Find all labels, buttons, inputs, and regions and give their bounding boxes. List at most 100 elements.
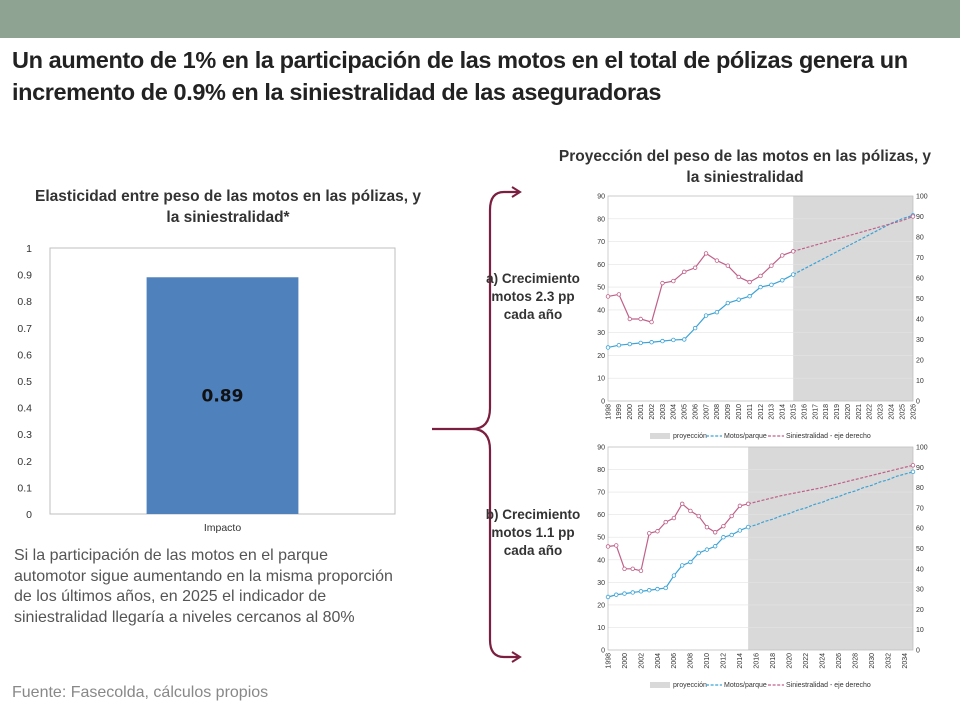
data-point [688, 559, 693, 565]
x-tick-label: 2008 [714, 404, 721, 420]
x-tick-label: 2006 [692, 404, 699, 420]
x-tick-label: 2011 [747, 404, 754, 419]
data-point [910, 469, 916, 475]
data-point [714, 258, 720, 263]
legend-label-motos: Motos/parque [724, 682, 767, 689]
y-tick-label: 90 [597, 194, 605, 201]
data-point [696, 513, 701, 519]
data-point [704, 524, 710, 530]
data-point [747, 279, 752, 285]
data-point [605, 544, 611, 549]
data-point [758, 284, 763, 290]
data-point [605, 594, 611, 600]
bar-data-label: 0.89 [202, 387, 244, 407]
data-point [679, 501, 685, 507]
series-projection-siniestralidad [793, 215, 914, 252]
y-tick-label: 0 [26, 509, 32, 521]
data-point [660, 280, 665, 286]
legend-label-proyeccion: proyección [673, 433, 707, 440]
data-point [747, 294, 752, 299]
y2-tick-label: 0 [916, 399, 920, 406]
y-tick-label: 0 [601, 648, 605, 655]
y-tick-label: 60 [597, 512, 605, 519]
x-tick-label: 1998 [605, 653, 612, 669]
x-tick-label: 1999 [616, 404, 623, 420]
data-point [712, 530, 718, 535]
data-point [725, 263, 731, 268]
data-point [769, 282, 774, 288]
x-tick-label: 2000 [622, 653, 629, 669]
data-point [682, 337, 687, 342]
data-point [737, 528, 743, 533]
data-point [721, 523, 726, 529]
x-tick-label: 1998 [605, 404, 612, 420]
data-point [725, 300, 731, 306]
y-tick-label: 70 [597, 490, 605, 497]
x-tick-label: 2010 [736, 404, 743, 420]
y-tick-label: 0.6 [17, 349, 32, 361]
x-tick-label: 2002 [638, 653, 645, 669]
series-line-motos [607, 274, 794, 349]
y-tick-label: 0.3 [17, 429, 32, 441]
explanation-paragraph: Si la participación de las motos en el p… [14, 547, 393, 626]
data-point [736, 297, 741, 302]
x-tick-label: 2026 [836, 653, 843, 669]
x-tick-label: 2023 [878, 404, 885, 420]
y2-tick-label: 0 [916, 648, 920, 655]
y2-tick-label: 100 [916, 445, 928, 452]
data-point [910, 214, 916, 219]
data-point [647, 531, 652, 536]
data-point [704, 547, 710, 552]
y-tick-label: 0.9 [17, 270, 32, 282]
x-tick-label: 2003 [660, 404, 667, 420]
y2-tick-label: 80 [916, 485, 924, 492]
data-point [745, 501, 751, 507]
x-tick-label: 2014 [780, 404, 787, 420]
data-point [758, 273, 763, 279]
data-point [671, 278, 676, 284]
y2-tick-label: 40 [916, 317, 924, 324]
y-tick-label: 50 [597, 285, 605, 292]
bar [146, 277, 299, 514]
x-tick-label: 2025 [899, 404, 906, 420]
data-point [769, 263, 774, 268]
data-point [729, 513, 734, 519]
x-tick-label: 2001 [638, 404, 645, 420]
x-category-label: Impacto [204, 522, 242, 534]
y-tick-label: 30 [597, 580, 605, 587]
data-point [660, 338, 665, 344]
x-tick-label: 2032 [886, 653, 893, 669]
legend-label-motos: Motos/parque [724, 433, 767, 440]
y-tick-label: 0 [601, 399, 605, 406]
data-point [616, 342, 622, 348]
data-point [910, 463, 916, 468]
data-point [745, 524, 751, 530]
projection-shade [793, 196, 913, 401]
y2-tick-label: 60 [916, 526, 924, 533]
y2-tick-label: 60 [916, 276, 924, 283]
scenario-brace [432, 186, 522, 663]
data-point [671, 515, 677, 521]
data-point [729, 532, 734, 538]
y2-tick-label: 40 [916, 566, 924, 573]
y2-tick-label: 50 [916, 296, 924, 303]
legend-label-siniestralidad: Siniestralidad - eje derecho [786, 682, 871, 689]
x-tick-label: 2018 [823, 404, 830, 420]
data-point [692, 265, 698, 270]
legend-label-proyeccion: proyección [673, 682, 707, 689]
x-tick-label: 2012 [758, 404, 765, 420]
x-tick-label: 2008 [688, 653, 695, 669]
data-point [721, 535, 726, 540]
x-tick-label: 2022 [867, 404, 874, 420]
x-tick-label: 2005 [682, 404, 689, 420]
data-point [647, 588, 652, 593]
data-point [790, 272, 796, 277]
data-point [614, 543, 619, 548]
x-tick-label: 2002 [649, 404, 656, 420]
data-point [780, 253, 785, 258]
series-projection-motos [747, 471, 914, 528]
data-point [679, 563, 685, 568]
data-point [605, 294, 611, 299]
y2-tick-label: 90 [916, 214, 924, 221]
y-tick-label: 60 [597, 262, 605, 269]
